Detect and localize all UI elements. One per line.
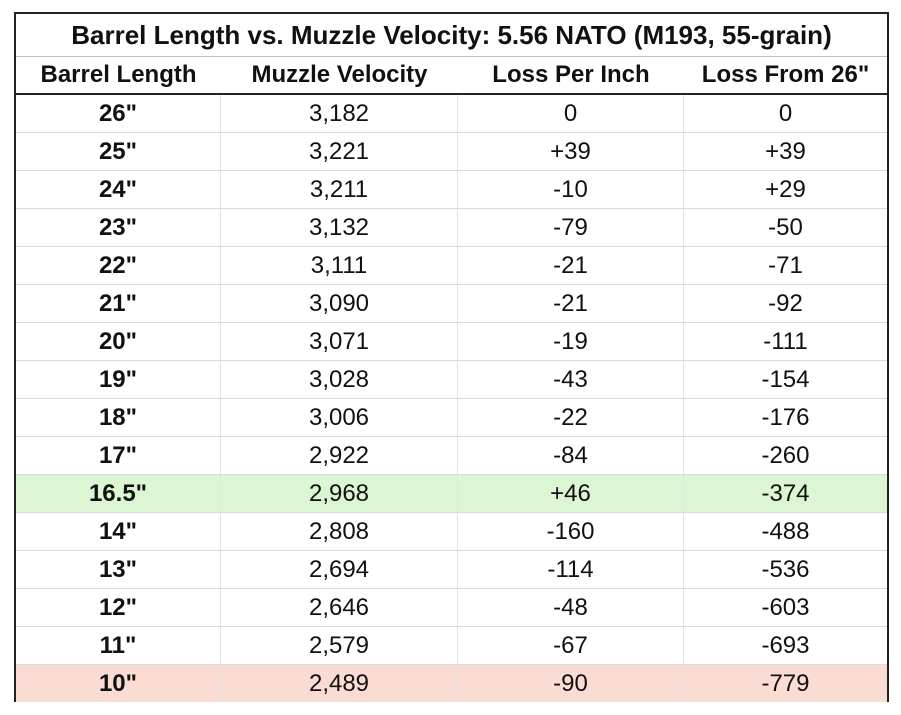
barrel-length-cell: 10": [16, 665, 221, 702]
muzzle-velocity-cell: 2,808: [221, 513, 458, 550]
loss-from-26-cell: 0: [778, 100, 793, 127]
loss-from-26-cell: -536: [761, 556, 810, 583]
table-row: 24" 3,211 -10 +29: [16, 171, 887, 209]
header-loss-from-26: Loss From 26": [701, 61, 870, 88]
barrel-length-cell: 20": [16, 323, 221, 360]
loss-from-26-cell: -50: [768, 214, 803, 241]
barrel-length-cell: 17": [16, 437, 221, 474]
loss-from-26-cell: -488: [761, 518, 810, 545]
muzzle-velocity-cell: 2,579: [221, 627, 458, 664]
barrel-length-cell: 13": [16, 551, 221, 588]
table-header: Barrel Length Muzzle Velocity Loss Per I…: [16, 57, 887, 95]
loss-per-inch-cell: -48: [458, 589, 684, 626]
muzzle-velocity-cell: 3,182: [221, 95, 458, 132]
barrel-length-cell: 22": [16, 247, 221, 284]
table-row: 10" 2,489 -90 -779: [16, 665, 887, 702]
loss-per-inch-cell: -114: [458, 551, 684, 588]
loss-per-inch-cell: 0: [458, 95, 684, 132]
loss-per-inch-cell: +46: [458, 475, 684, 512]
table-row: 20" 3,071 -19 -111: [16, 323, 887, 361]
table-row: 22" 3,111 -21 -71: [16, 247, 887, 285]
loss-from-26-cell: -693: [761, 632, 810, 659]
muzzle-velocity-cell: 3,028: [221, 361, 458, 398]
table-row: 17" 2,922 -84 -260: [16, 437, 887, 475]
loss-from-26-cell: -260: [761, 442, 810, 469]
muzzle-velocity-cell: 3,132: [221, 209, 458, 246]
barrel-length-cell: 12": [16, 589, 221, 626]
loss-from-26-cell: -374: [761, 480, 810, 507]
muzzle-velocity-cell: 3,111: [221, 247, 458, 284]
barrel-length-cell: 18": [16, 399, 221, 436]
table-body: 26" 3,182 0 0 25" 3,221 +39 +39 24" 3,211 -10 +29 23…: [16, 95, 887, 702]
table-row: 12" 2,646 -48 -603: [16, 589, 887, 627]
loss-from-26-cell: -92: [768, 290, 803, 317]
loss-per-inch-cell: -67: [458, 627, 684, 664]
barrel-length-cell: 24": [16, 171, 221, 208]
table-row: 11" 2,579 -67 -693: [16, 627, 887, 665]
loss-from-26-cell: -176: [761, 404, 810, 431]
table-row: 25" 3,221 +39 +39: [16, 133, 887, 171]
loss-per-inch-cell: -79: [458, 209, 684, 246]
table-row: 19" 3,028 -43 -154: [16, 361, 887, 399]
barrel-length-cell: 25": [16, 133, 221, 170]
loss-per-inch-cell: -22: [458, 399, 684, 436]
loss-from-26-cell: -779: [761, 670, 810, 697]
loss-per-inch-cell: -84: [458, 437, 684, 474]
barrel-length-cell: 26": [16, 95, 221, 132]
muzzle-velocity-cell: 3,006: [221, 399, 458, 436]
muzzle-velocity-cell: 2,646: [221, 589, 458, 626]
loss-per-inch-cell: -43: [458, 361, 684, 398]
header-barrel-length: Barrel Length: [40, 61, 197, 88]
loss-from-26-cell: +29: [765, 176, 806, 203]
barrel-length-cell: 14": [16, 513, 221, 550]
table-row: 23" 3,132 -79 -50: [16, 209, 887, 247]
table-row: 18" 3,006 -22 -176: [16, 399, 887, 437]
loss-from-26-cell: -154: [761, 366, 810, 393]
muzzle-velocity-cell: 2,694: [221, 551, 458, 588]
barrel-length-cell: 23": [16, 209, 221, 246]
table-row: 26" 3,182 0 0: [16, 95, 887, 133]
muzzle-velocity-cell: 2,968: [221, 475, 458, 512]
muzzle-velocity-cell: 2,489: [221, 665, 458, 702]
table-title: Barrel Length vs. Muzzle Velocity: 5.56 …: [16, 14, 887, 57]
loss-from-26-cell: -111: [763, 328, 808, 355]
loss-per-inch-cell: +39: [458, 133, 684, 170]
header-loss-per-inch: Loss Per Inch: [492, 61, 650, 88]
barrel-length-cell: 11": [16, 627, 221, 664]
loss-per-inch-cell: -160: [458, 513, 684, 550]
loss-per-inch-cell: -19: [458, 323, 684, 360]
muzzle-velocity-cell: 2,922: [221, 437, 458, 474]
table-row: 21" 3,090 -21 -92: [16, 285, 887, 323]
loss-from-26-cell: -603: [761, 594, 810, 621]
table-row: 16.5" 2,968 +46 -374: [16, 475, 887, 513]
loss-per-inch-cell: -21: [458, 285, 684, 322]
table-row: 14" 2,808 -160 -488: [16, 513, 887, 551]
loss-per-inch-cell: -90: [458, 665, 684, 702]
loss-from-26-cell: -71: [768, 252, 803, 279]
velocity-table: Barrel Length vs. Muzzle Velocity: 5.56 …: [14, 12, 889, 702]
loss-per-inch-cell: -21: [458, 247, 684, 284]
table-row: 13" 2,694 -114 -536: [16, 551, 887, 589]
muzzle-velocity-cell: 3,211: [221, 171, 458, 208]
barrel-length-cell: 16.5": [16, 475, 221, 512]
muzzle-velocity-cell: 3,071: [221, 323, 458, 360]
loss-per-inch-cell: -10: [458, 171, 684, 208]
muzzle-velocity-cell: 3,221: [221, 133, 458, 170]
muzzle-velocity-cell: 3,090: [221, 285, 458, 322]
loss-from-26-cell: +39: [765, 138, 806, 165]
barrel-length-cell: 21": [16, 285, 221, 322]
header-muzzle-velocity: Muzzle Velocity: [251, 61, 428, 88]
barrel-length-cell: 19": [16, 361, 221, 398]
